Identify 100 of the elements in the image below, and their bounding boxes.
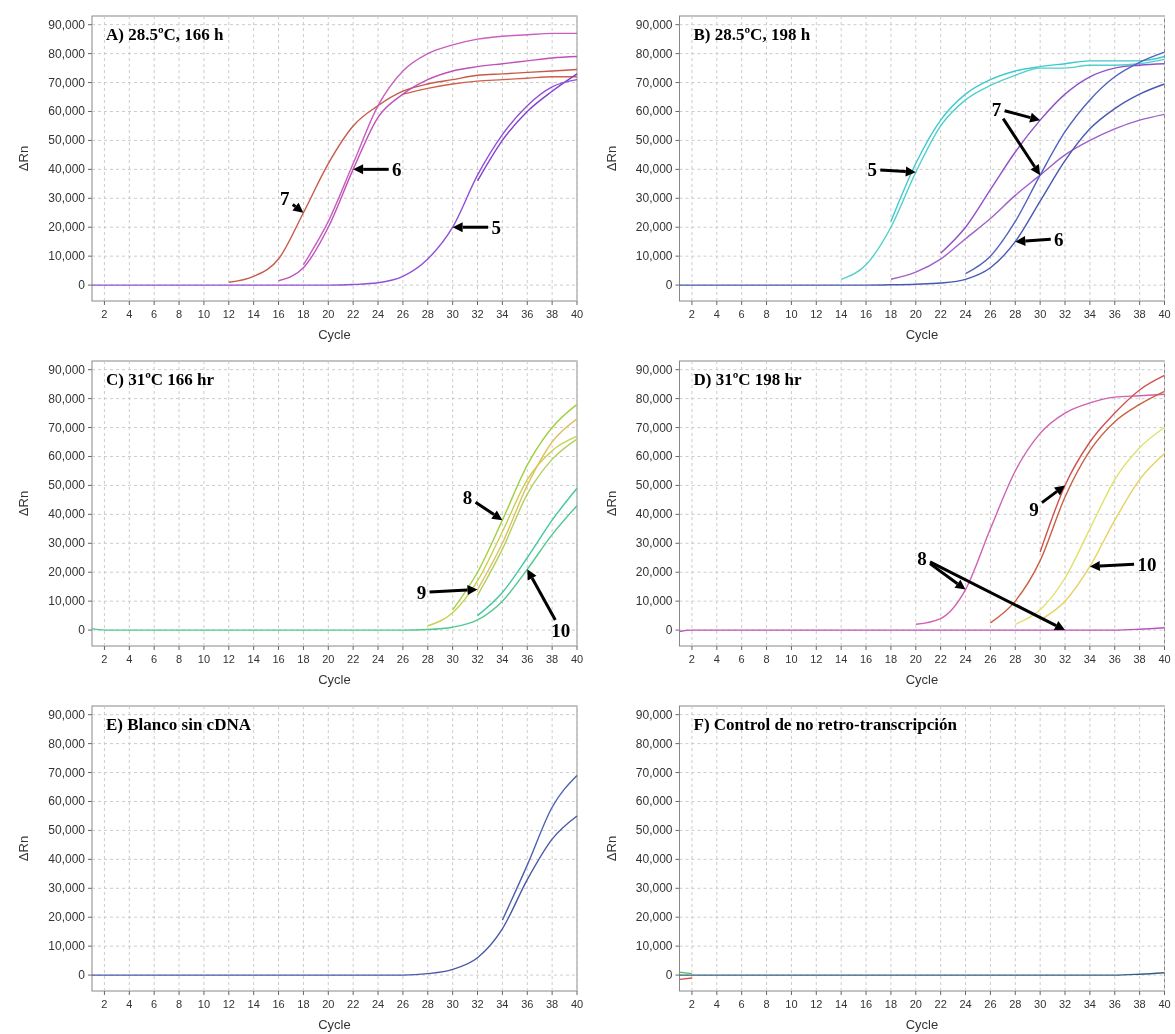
y-tick-label: 90,000 [635, 17, 673, 32]
y-tick-label: 80,000 [48, 391, 86, 406]
annotation: 7 [280, 188, 291, 210]
x-tick-label: 8 [763, 653, 770, 665]
x-tick-label: 2 [688, 653, 695, 665]
y-axis-title: ΔRn [16, 145, 31, 172]
y-tick-label: 20,000 [635, 910, 673, 925]
x-tick-label: 14 [247, 998, 260, 1010]
x-tick-label: 20 [909, 998, 922, 1010]
x-tick-label: 16 [272, 653, 285, 665]
x-tick-label: 20 [322, 998, 335, 1010]
x-tick-label: 2 [688, 998, 695, 1010]
x-tick-label: 36 [1108, 653, 1121, 665]
x-tick-label: 32 [1058, 998, 1072, 1010]
x-tick-label: 32 [471, 998, 484, 1010]
y-tick-label: 80,000 [48, 736, 86, 751]
x-tick-label: 36 [1108, 998, 1121, 1010]
y-axis-title: ΔRn [603, 145, 619, 172]
x-tick-label: 18 [297, 653, 310, 665]
x-tick-label: 20 [909, 308, 922, 320]
x-tick-label: 14 [247, 308, 260, 320]
x-tick-label: 40 [570, 308, 584, 320]
x-tick-label: 32 [471, 653, 484, 665]
y-tick-label: 90,000 [48, 707, 86, 722]
y-tick-label: 0 [665, 968, 673, 983]
x-tick-label: 30 [446, 308, 459, 320]
y-tick-label: 90,000 [635, 707, 673, 722]
y-tick-label: 50,000 [48, 133, 86, 148]
y-tick-label: 60,000 [635, 449, 673, 464]
text: C) 31ºC 166 hr [106, 370, 215, 389]
y-tick-label: 50,000 [48, 823, 86, 838]
x-tick-label: 38 [546, 998, 559, 1010]
x-tick-label: 26 [984, 653, 997, 665]
y-tick-label: 50,000 [635, 478, 673, 493]
y-tick-label: 20,000 [635, 565, 673, 580]
annotation: 5 [491, 217, 501, 239]
x-tick-label: 30 [1034, 308, 1047, 320]
x-tick-label: 40 [1158, 653, 1171, 665]
x-tick-label: 8 [175, 653, 183, 665]
x-tick-label: 6 [151, 998, 158, 1010]
x-tick-label: 10 [785, 998, 798, 1010]
x-tick-label: 16 [272, 998, 285, 1010]
y-tick-label: 0 [665, 278, 673, 293]
x-tick-label: 24 [959, 308, 972, 320]
x-tick-label: 24 [959, 653, 972, 665]
y-tick-label: 20,000 [48, 220, 86, 235]
y-tick-label: 30,000 [635, 191, 673, 206]
x-tick-label: 24 [371, 308, 385, 320]
y-tick-label: 20,000 [48, 565, 86, 580]
y-tick-label: 90,000 [48, 17, 86, 32]
x-tick-label: 40 [570, 998, 584, 1010]
x-tick-label: 36 [521, 308, 534, 320]
y-tick-label: 80,000 [635, 391, 673, 406]
y-tick-label: 0 [665, 623, 673, 638]
x-tick-label: 22 [347, 998, 360, 1010]
annotation: 7 [991, 98, 1002, 120]
x-tick-label: 30 [446, 653, 459, 665]
x-tick-label: 26 [984, 998, 997, 1010]
y-axis-title: ΔRn [16, 490, 31, 517]
y-tick-label: 80,000 [635, 46, 673, 61]
x-tick-label: 6 [738, 653, 745, 665]
y-tick-label: 70,000 [48, 765, 86, 780]
x-tick-label: 34 [1083, 653, 1097, 665]
y-tick-label: 60,000 [48, 794, 86, 809]
x-tick-label: 40 [1158, 998, 1171, 1010]
x-tick-label: 8 [763, 998, 770, 1010]
y-tick-label: 90,000 [48, 362, 86, 377]
x-tick-label: 34 [496, 998, 509, 1010]
x-tick-label: 14 [835, 998, 848, 1010]
x-tick-label: 12 [222, 998, 235, 1010]
annotation: 10 [551, 620, 571, 642]
y-tick-label: 40,000 [635, 507, 673, 522]
y-tick-label: 30,000 [635, 536, 673, 551]
y-tick-label: 30,000 [48, 881, 86, 896]
x-tick-label: 22 [934, 653, 947, 665]
x-tick-label: 4 [713, 308, 720, 320]
x-tick-label: 6 [151, 308, 158, 320]
y-tick-label: 90,000 [635, 362, 673, 377]
x-tick-label: 16 [859, 653, 873, 665]
y-tick-label: 10,000 [48, 594, 86, 609]
x-tick-label: 22 [934, 998, 947, 1010]
x-tick-label: 8 [175, 998, 183, 1010]
x-tick-label: 4 [713, 653, 720, 665]
x-tick-label: 18 [884, 308, 898, 320]
y-tick-label: 20,000 [48, 910, 86, 925]
y-tick-label: 0 [78, 968, 86, 983]
annotation: 10 [1137, 553, 1157, 575]
x-tick-label: 18 [297, 998, 310, 1010]
x-tick-label: 30 [1034, 653, 1047, 665]
annotation: 9 [1029, 498, 1039, 520]
x-tick-label: 26 [396, 308, 410, 320]
x-tick-label: 12 [810, 653, 823, 665]
x-tick-label: 8 [175, 308, 183, 320]
x-tick-label: 28 [1009, 308, 1022, 320]
y-tick-label: 20,000 [635, 220, 673, 235]
x-tick-label: 12 [810, 308, 823, 320]
x-tick-label: 16 [859, 308, 873, 320]
x-tick-label: 24 [959, 998, 972, 1010]
x-tick-label: 32 [1058, 308, 1072, 320]
y-axis-title: ΔRn [603, 835, 619, 862]
